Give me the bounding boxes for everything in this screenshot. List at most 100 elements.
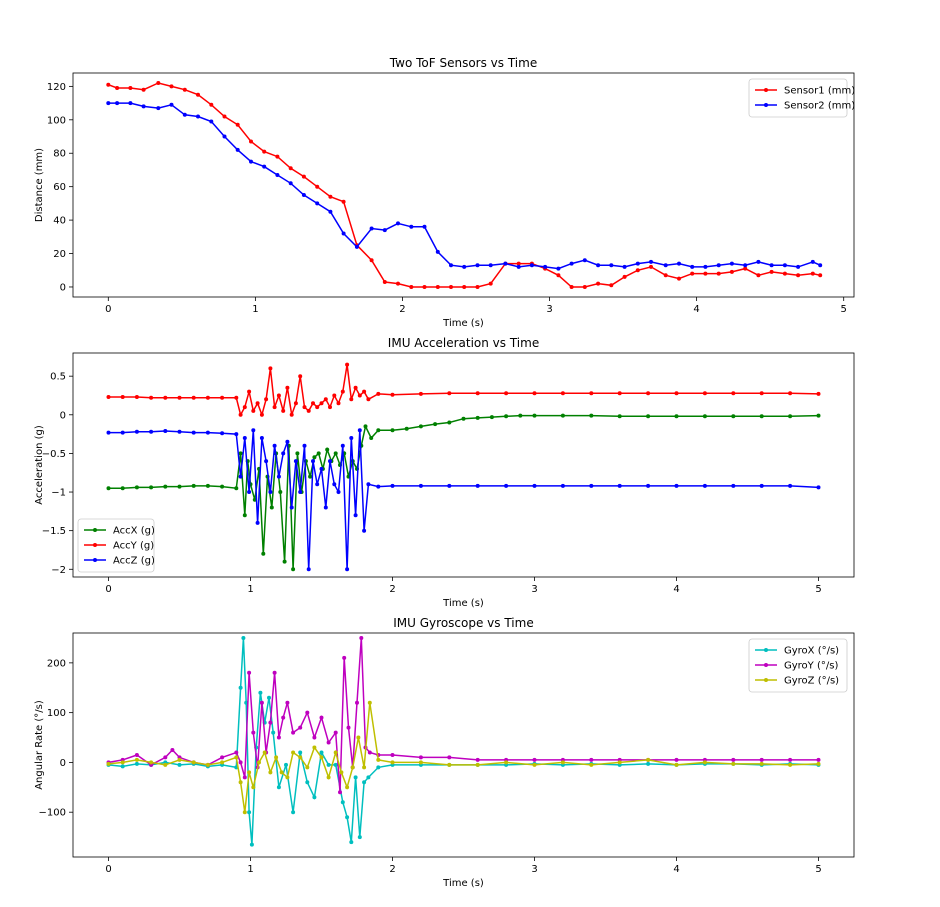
data-point bbox=[295, 451, 300, 456]
data-point bbox=[532, 757, 537, 762]
data-point bbox=[788, 414, 793, 419]
data-point bbox=[435, 285, 440, 289]
x-tick-label: 3 bbox=[531, 584, 537, 595]
data-point bbox=[504, 760, 509, 765]
data-point bbox=[285, 439, 290, 444]
data-point bbox=[306, 567, 311, 572]
data-point bbox=[475, 483, 480, 488]
data-point bbox=[366, 397, 371, 402]
data-point bbox=[396, 221, 400, 226]
data-point bbox=[319, 715, 324, 720]
series-group bbox=[106, 81, 823, 289]
data-point bbox=[418, 760, 423, 765]
data-point bbox=[731, 757, 736, 762]
data-point bbox=[234, 395, 239, 400]
data-point bbox=[247, 770, 252, 775]
data-point bbox=[390, 428, 395, 433]
data-point bbox=[475, 391, 480, 396]
data-point bbox=[560, 483, 565, 488]
data-point bbox=[255, 401, 260, 406]
data-point bbox=[196, 114, 200, 119]
x-tick-label: 4 bbox=[673, 584, 679, 595]
data-point bbox=[489, 415, 494, 420]
data-point bbox=[106, 430, 111, 435]
y-tick-label: 100 bbox=[47, 115, 66, 126]
data-point bbox=[796, 264, 801, 269]
data-point bbox=[298, 725, 303, 730]
data-point bbox=[674, 414, 679, 419]
data-point bbox=[149, 395, 154, 400]
legend-label: Sensor2 (mm) bbox=[784, 101, 855, 112]
series-line-1 bbox=[108, 82, 821, 288]
data-point bbox=[589, 762, 594, 767]
data-point bbox=[782, 271, 787, 276]
chart-1: Two ToF Sensors vs Time 0 1 2 3 4 5 0 20 40 60 80 10… bbox=[34, 56, 855, 329]
y-axis-label: Distance (mm) bbox=[34, 148, 45, 222]
data-point bbox=[729, 261, 734, 266]
data-point bbox=[345, 815, 350, 820]
data-point bbox=[247, 670, 252, 675]
data-point bbox=[339, 770, 344, 775]
data-point bbox=[743, 263, 748, 268]
data-point bbox=[141, 104, 146, 109]
data-point bbox=[284, 762, 288, 767]
data-point bbox=[177, 757, 182, 762]
data-point bbox=[205, 430, 210, 435]
data-point bbox=[134, 753, 139, 757]
data-point bbox=[731, 483, 736, 488]
data-point bbox=[220, 760, 225, 765]
data-point bbox=[311, 459, 315, 464]
legend: GyroX (°/s) GyroY (°/s) GyroZ (°/s) bbox=[748, 638, 848, 693]
data-point bbox=[262, 164, 267, 169]
data-point bbox=[251, 428, 256, 433]
data-point bbox=[569, 261, 574, 266]
data-point bbox=[251, 730, 256, 735]
data-point bbox=[301, 193, 306, 197]
data-point bbox=[333, 750, 338, 755]
data-point bbox=[503, 261, 508, 266]
data-point bbox=[663, 263, 668, 268]
x-tick-label: 0 bbox=[105, 584, 111, 595]
data-point bbox=[382, 228, 387, 233]
data-point bbox=[589, 391, 594, 396]
data-point bbox=[163, 429, 168, 433]
data-point bbox=[589, 413, 594, 418]
data-point bbox=[288, 181, 293, 186]
legend-swatch-marker bbox=[764, 678, 768, 682]
data-point bbox=[433, 422, 438, 427]
data-point bbox=[332, 393, 337, 398]
data-point bbox=[560, 391, 565, 396]
data-point bbox=[234, 755, 239, 760]
data-point bbox=[488, 263, 493, 268]
data-point bbox=[488, 281, 493, 286]
data-point bbox=[251, 408, 256, 413]
data-point bbox=[376, 765, 381, 770]
data-point bbox=[238, 780, 243, 785]
data-point bbox=[649, 259, 653, 264]
data-point bbox=[369, 436, 374, 440]
x-tick-label: 3 bbox=[531, 864, 537, 875]
data-point bbox=[128, 86, 133, 90]
x-tick-label: 3 bbox=[546, 304, 552, 315]
data-point bbox=[305, 765, 310, 770]
data-point bbox=[285, 385, 290, 390]
legend-label: Sensor1 (mm) bbox=[784, 86, 855, 97]
data-point bbox=[312, 455, 317, 460]
axes-frame bbox=[72, 72, 855, 298]
data-point bbox=[759, 483, 764, 488]
data-point bbox=[238, 474, 243, 479]
data-point bbox=[291, 730, 296, 735]
data-point bbox=[703, 271, 708, 276]
data-point bbox=[336, 490, 341, 494]
data-point bbox=[262, 149, 267, 154]
data-point bbox=[382, 280, 387, 284]
data-point bbox=[336, 401, 341, 406]
data-point bbox=[255, 520, 260, 525]
data-point bbox=[312, 745, 317, 750]
data-point bbox=[259, 436, 264, 440]
data-point bbox=[560, 760, 565, 765]
data-point bbox=[261, 551, 266, 556]
data-point bbox=[281, 408, 286, 413]
data-point bbox=[328, 459, 332, 464]
data-point bbox=[731, 414, 736, 419]
